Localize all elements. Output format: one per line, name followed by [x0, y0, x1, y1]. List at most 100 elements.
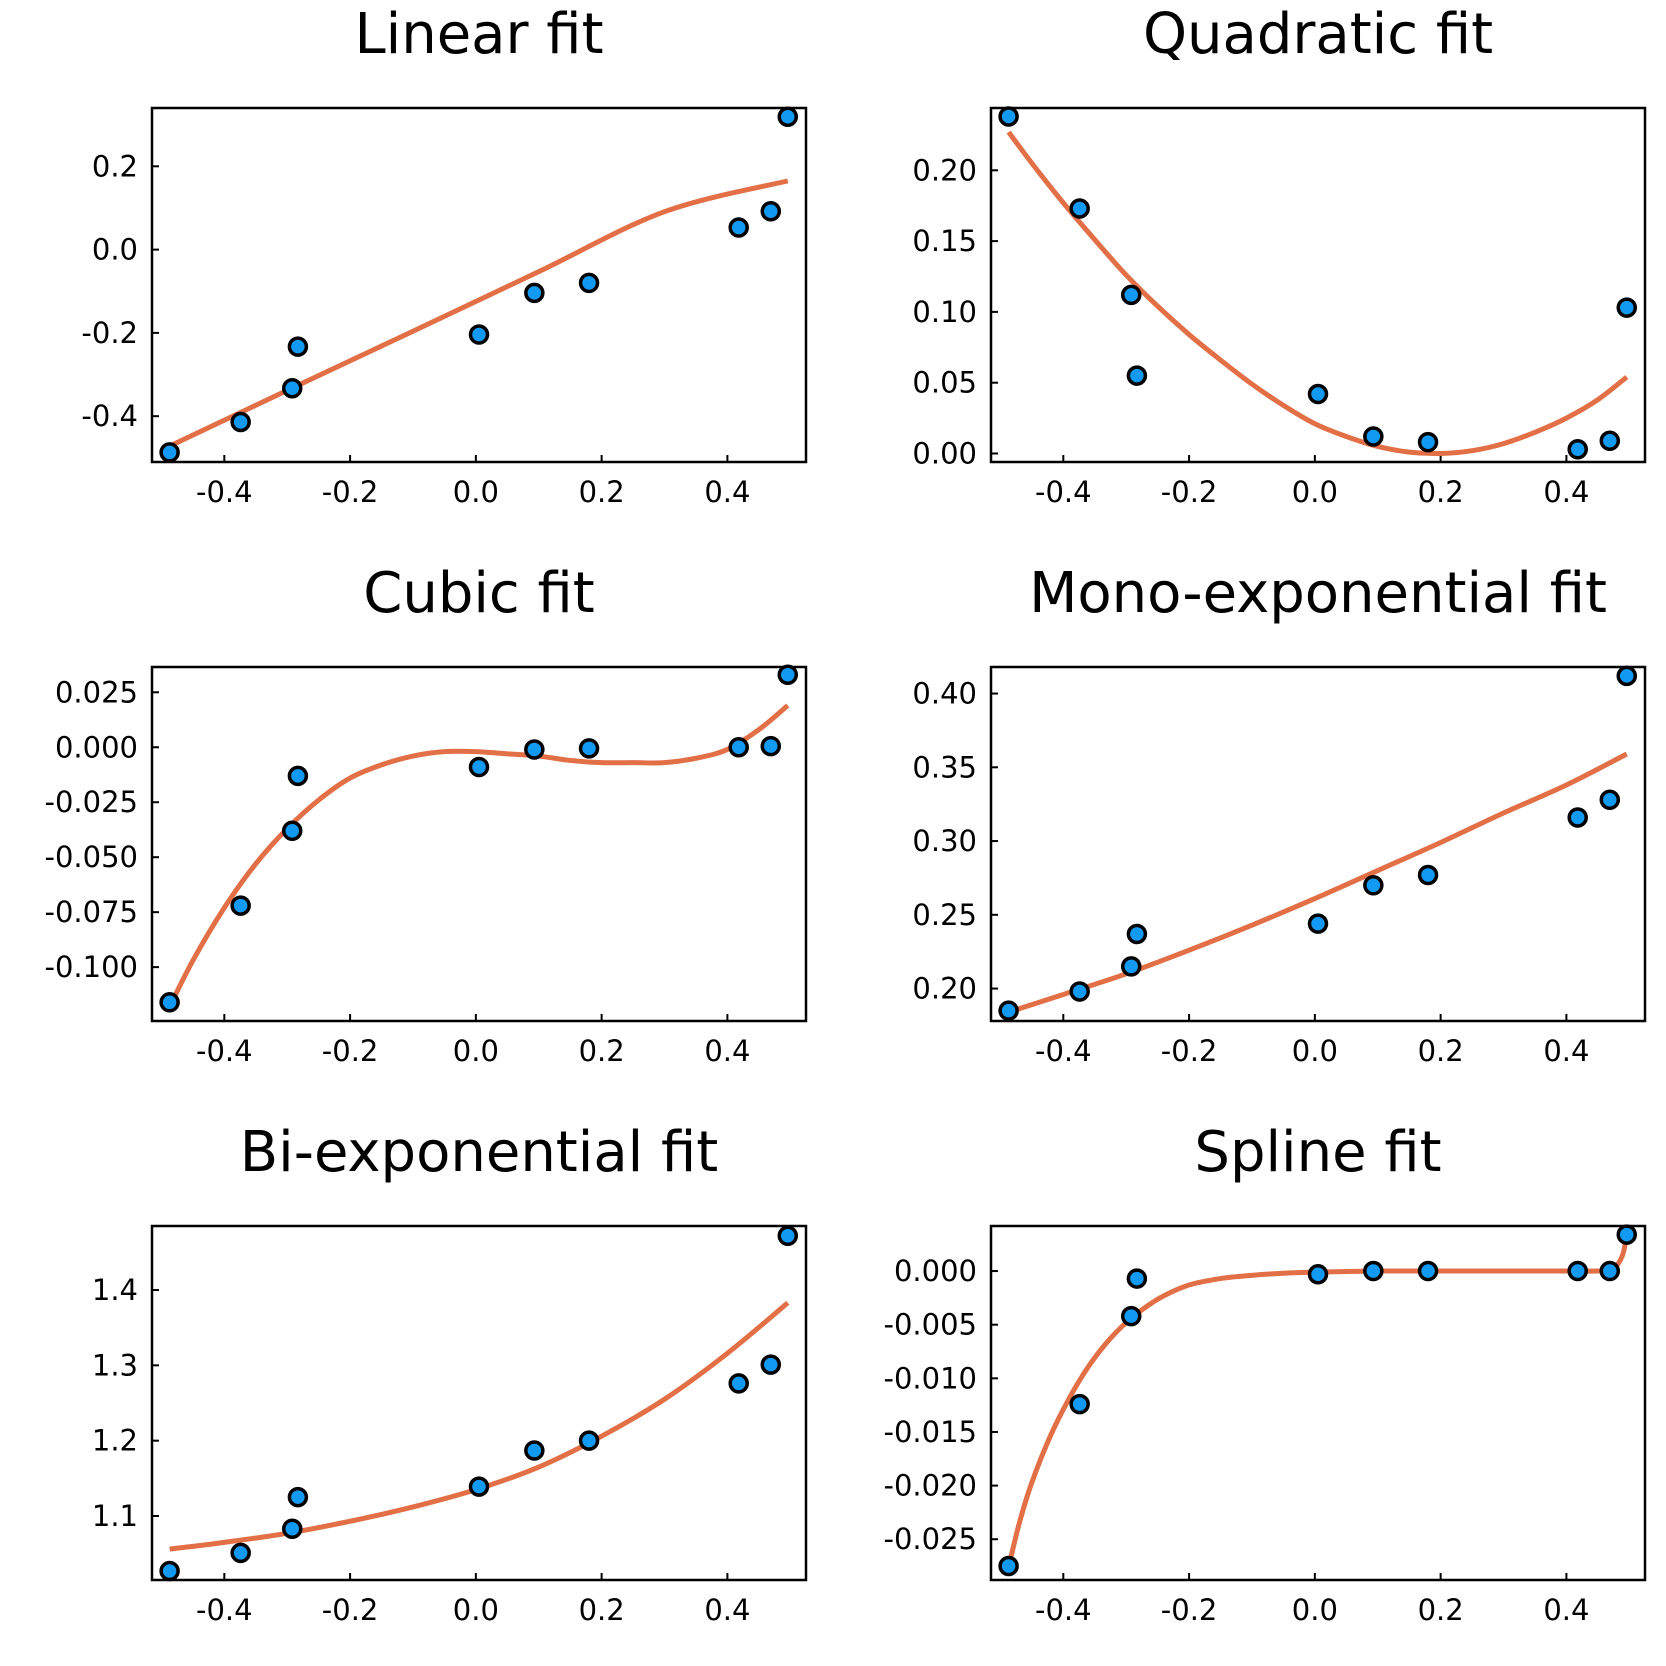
data-point — [1417, 1260, 1439, 1282]
y-tick-label: 0.35 — [912, 750, 977, 784]
data-point — [1599, 1260, 1621, 1282]
x-tick-label: 0.0 — [453, 1593, 499, 1627]
y-tick-label: -0.025 — [884, 1522, 978, 1556]
plot-frame — [989, 106, 1647, 464]
x-tick-label: -0.2 — [322, 1034, 379, 1068]
data-point — [578, 272, 600, 294]
data-point — [728, 217, 749, 238]
x-tick-label: 0.4 — [1543, 475, 1589, 509]
fit-curve — [167, 703, 790, 1008]
x-tick-label: 0.0 — [453, 1034, 499, 1068]
data-point — [1616, 297, 1638, 318]
data-point — [578, 738, 600, 759]
subplot-5: Bi-exponential fit -0.4 -0.2 0.0 0.2 0.4 1.1 1.… — [92, 1120, 808, 1627]
data-point — [998, 1000, 1019, 1021]
x-tick-label: -0.2 — [322, 1593, 379, 1627]
y-tick-label: 0.0 — [92, 233, 138, 267]
y-tick-label: 0.025 — [55, 675, 138, 709]
x-tick-label: 0.4 — [704, 1593, 750, 1627]
y-tick-label: -0.4 — [81, 399, 138, 433]
data-point — [524, 1440, 545, 1461]
y-tick-label: -0.015 — [884, 1415, 978, 1449]
plot-frame — [989, 1224, 1647, 1582]
data-point — [760, 201, 782, 222]
data-point — [159, 992, 180, 1013]
y-tick-label: 1.4 — [92, 1273, 138, 1307]
y-tick-label: 0.40 — [912, 677, 977, 711]
data-point — [1069, 198, 1090, 219]
data-point — [468, 1476, 490, 1497]
data-point — [230, 1542, 251, 1564]
data-point — [1126, 365, 1148, 386]
data-point — [1069, 1393, 1090, 1415]
data-point — [777, 1225, 799, 1247]
data-point — [159, 442, 180, 463]
data-point — [1307, 913, 1329, 934]
y-tick-label: 0.20 — [912, 972, 977, 1006]
data-point — [287, 1486, 309, 1508]
subplot-title: Spline fit — [1194, 1120, 1441, 1185]
x-tick-label: 0.4 — [1543, 1034, 1589, 1068]
data-point — [728, 737, 749, 758]
y-tick-label: 0.000 — [894, 1254, 977, 1288]
fit-curve — [169, 1300, 790, 1552]
data-point — [281, 378, 303, 399]
y-tick-label: 0.15 — [912, 224, 977, 258]
fit-curve — [168, 178, 789, 449]
x-tick-label: -0.4 — [1035, 1593, 1092, 1627]
data-point — [468, 756, 490, 778]
data-point — [230, 411, 251, 433]
data-point — [760, 1354, 782, 1375]
subplot-title: Mono-exponential fit — [1029, 561, 1607, 626]
y-tick-label: 0.000 — [55, 730, 138, 764]
data-point — [1616, 1224, 1638, 1245]
data-point — [281, 820, 303, 842]
data-point — [777, 664, 799, 685]
data-point — [1120, 956, 1142, 977]
x-tick-label: 0.2 — [579, 1593, 625, 1627]
data-point — [760, 735, 782, 757]
data-point — [1126, 1268, 1148, 1289]
x-tick-label: 0.2 — [1418, 475, 1464, 509]
subplot-3: Cubic fit -0.4 -0.2 0.0 0.2 0.4 -0.100 -0.075 -0… — [45, 561, 808, 1068]
y-tick-label: 0.30 — [912, 824, 977, 858]
x-tick-label: 0.0 — [453, 475, 499, 509]
data-point — [1120, 284, 1142, 306]
data-point — [578, 1430, 600, 1451]
subplot-title: Cubic fit — [363, 561, 595, 626]
fit-curve — [1007, 751, 1628, 1015]
data-point — [524, 282, 545, 304]
data-point — [287, 765, 309, 787]
data-point — [230, 895, 251, 916]
data-point — [1567, 439, 1588, 460]
subplot-1: Linear fit -0.4 -0.2 0.0 0.2 0.4 -0.4 -0.2 0.0 0.… — [81, 2, 808, 509]
plot-frame — [989, 665, 1647, 1023]
data-point — [1417, 864, 1439, 886]
subplot-title: Quadratic fit — [1143, 2, 1493, 67]
y-tick-label: -0.025 — [45, 785, 139, 819]
data-point — [1069, 981, 1090, 1002]
fit-curve — [1006, 1234, 1630, 1568]
x-tick-label: 0.2 — [1418, 1593, 1464, 1627]
data-point — [998, 106, 1019, 127]
x-tick-label: -0.4 — [196, 475, 253, 509]
data-point — [777, 106, 799, 127]
data-point — [1307, 383, 1329, 405]
y-tick-label: -0.100 — [45, 950, 139, 984]
x-tick-label: -0.4 — [1035, 475, 1092, 509]
data-point — [1126, 923, 1148, 945]
data-point — [998, 1555, 1019, 1577]
y-tick-label: -0.050 — [45, 840, 139, 874]
y-tick-label: 1.3 — [92, 1348, 138, 1382]
data-point — [281, 1518, 303, 1540]
plot-frame — [150, 665, 808, 1023]
y-tick-label: 0.10 — [912, 295, 977, 329]
x-tick-label: -0.4 — [196, 1593, 253, 1627]
data-point — [1567, 1260, 1588, 1282]
subplot-6: Spline fit -0.4 -0.2 0.0 0.2 0.4 -0.025 -0.020 -… — [884, 1120, 1647, 1627]
x-tick-label: 0.0 — [1292, 475, 1338, 509]
y-tick-label: -0.005 — [884, 1308, 978, 1342]
data-point — [1363, 875, 1384, 896]
data-point — [1567, 807, 1588, 828]
y-tick-label: 1.2 — [92, 1424, 138, 1458]
